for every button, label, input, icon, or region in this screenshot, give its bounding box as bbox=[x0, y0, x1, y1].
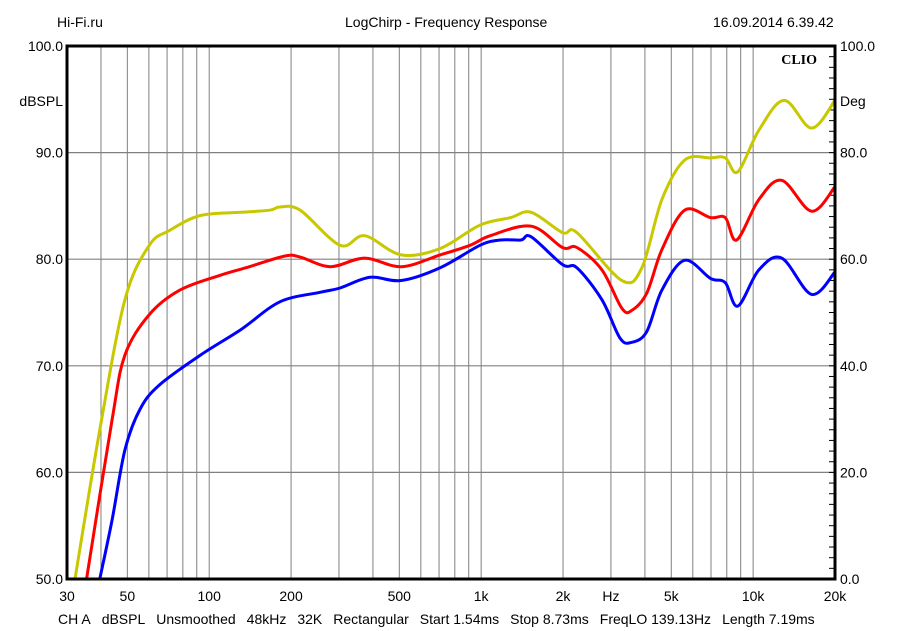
info-item: Start 1.54ms bbox=[419, 611, 500, 627]
y2-tick-label: 0.0 bbox=[840, 571, 860, 587]
x-tick-label: 10k bbox=[742, 588, 766, 604]
y-tick-label: 60.0 bbox=[36, 464, 63, 480]
info-item: CH A bbox=[58, 611, 91, 627]
x-tick-label: 30 bbox=[59, 588, 75, 604]
measurement-info: CH A dBSPL Unsmoothed 48kHz 32K Rectangular St… bbox=[58, 611, 826, 627]
y-tick-label: 50.0 bbox=[36, 571, 63, 587]
x-axis-label: Hz bbox=[602, 588, 619, 604]
series-line-blue bbox=[98, 234, 837, 580]
series-line-red bbox=[85, 178, 837, 580]
series-line-yellow bbox=[73, 98, 837, 580]
header-left: Hi-Fi.ru bbox=[57, 14, 103, 30]
y2-tick-label: 20.0 bbox=[840, 464, 867, 480]
info-item: Stop 8.73ms bbox=[510, 611, 589, 627]
x-tick-label: 200 bbox=[279, 588, 303, 604]
x-tick-label: 5k bbox=[664, 588, 680, 604]
x-tick-label: 1k bbox=[474, 588, 490, 604]
x-tick-label: 50 bbox=[120, 588, 136, 604]
info-item: FreqLO 139.13Hz bbox=[599, 611, 712, 627]
y-axis-label: dBSPL bbox=[19, 93, 63, 109]
plot-frame bbox=[65, 44, 837, 581]
y-tick-label: 70.0 bbox=[36, 358, 63, 374]
info-item: Length 7.19ms bbox=[722, 611, 815, 627]
clio-logo: CLIO bbox=[781, 53, 817, 68]
y-tick-label: 100.0 bbox=[28, 38, 63, 54]
info-item: Unsmoothed bbox=[156, 611, 236, 627]
y2-tick-label: 60.0 bbox=[840, 251, 867, 267]
y2-tick-label: 100.0 bbox=[840, 38, 875, 54]
y-tick-label: 80.0 bbox=[36, 251, 63, 267]
info-item: dBSPL bbox=[101, 611, 146, 627]
chart-title: LogChirp - Frequency Response bbox=[345, 14, 548, 30]
x-tick-label: 100 bbox=[198, 588, 222, 604]
x-tick-label: 2k bbox=[556, 588, 572, 604]
y2-tick-label: 40.0 bbox=[840, 358, 867, 374]
y2-tick-label: 80.0 bbox=[840, 145, 867, 161]
y2-axis-label: Deg bbox=[840, 93, 866, 109]
x-tick-label: 20k bbox=[824, 588, 848, 604]
info-item: 32K bbox=[297, 611, 323, 627]
info-item: 48kHz bbox=[246, 611, 287, 627]
header-timestamp: 16.09.2014 6.39.42 bbox=[713, 14, 834, 30]
info-item: Rectangular bbox=[333, 611, 409, 627]
x-tick-label: 500 bbox=[388, 588, 412, 604]
y-tick-label: 90.0 bbox=[36, 145, 63, 161]
